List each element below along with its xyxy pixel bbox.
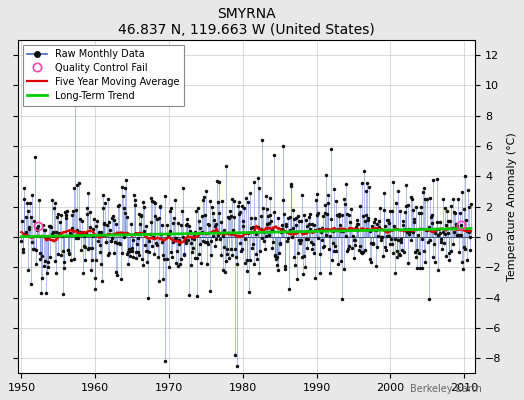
Title: SMYRNA
46.837 N, 119.663 W (United States): SMYRNA 46.837 N, 119.663 W (United State… [118,7,375,37]
Y-axis label: Temperature Anomaly (°C): Temperature Anomaly (°C) [507,132,517,281]
Text: Berkeley Earth: Berkeley Earth [410,384,482,394]
Legend: Raw Monthly Data, Quality Control Fail, Five Year Moving Average, Long-Term Tren: Raw Monthly Data, Quality Control Fail, … [23,44,184,106]
